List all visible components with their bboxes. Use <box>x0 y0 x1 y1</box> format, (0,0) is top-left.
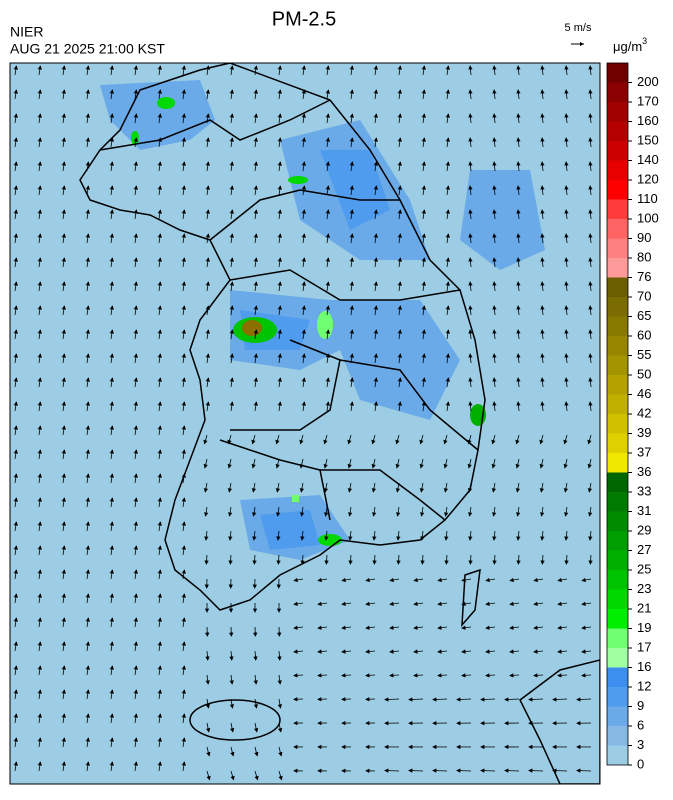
colorbar-label: 70 <box>637 288 651 303</box>
colorbar-segment <box>607 648 628 668</box>
colorbar-segment <box>607 629 628 649</box>
colorbar-segment <box>607 258 628 278</box>
colorbar-segment <box>607 707 628 727</box>
colorbar-segment <box>607 278 628 298</box>
colorbar-label: 140 <box>637 152 659 167</box>
colorbar-label: 0 <box>637 756 644 771</box>
colorbar-label: 60 <box>637 327 651 342</box>
colorbar-segment <box>607 609 628 629</box>
colorbar-label: 6 <box>637 717 644 732</box>
colorbar-label: 90 <box>637 230 651 245</box>
colorbar-label: 42 <box>637 405 651 420</box>
colorbar-segment <box>607 434 628 454</box>
colorbar-label: 50 <box>637 366 651 381</box>
colorbar-label: 3 <box>637 737 644 752</box>
colorbar-label: 65 <box>637 308 651 323</box>
colorbar-label: 27 <box>637 542 651 557</box>
colorbar-segment <box>607 414 628 434</box>
colorbar-label: 23 <box>637 581 651 596</box>
colorbar-segment <box>607 356 628 376</box>
colorbar-segment <box>607 551 628 571</box>
agency: NIER <box>10 24 43 40</box>
colorbar-label: 100 <box>637 210 659 225</box>
colorbar-label: 29 <box>637 522 651 537</box>
colorbar-segment <box>607 83 628 103</box>
colorbar: 0369121617192123252729313336373942465055… <box>607 63 659 771</box>
colorbar-segment <box>607 336 628 356</box>
map <box>10 63 600 784</box>
unit-label: μg/m3 <box>613 36 647 54</box>
colorbar-segment <box>607 317 628 337</box>
timestamp: AUG 21 2025 21:00 KST <box>10 41 165 57</box>
colorbar-label: 9 <box>637 698 644 713</box>
colorbar-segment <box>607 395 628 415</box>
colorbar-segment <box>607 473 628 493</box>
colorbar-segment <box>607 219 628 239</box>
map-title: PM-2.5 <box>272 8 336 30</box>
colorbar-label: 46 <box>637 386 651 401</box>
colorbar-segment <box>607 746 628 766</box>
wind-key-label: 5 m/s <box>565 22 592 34</box>
colorbar-segment <box>607 161 628 181</box>
colorbar-label: 150 <box>637 132 659 147</box>
wind-key-head <box>580 42 584 46</box>
colorbar-label: 200 <box>637 74 659 89</box>
colorbar-segment <box>607 200 628 220</box>
unit-sup: 3 <box>642 36 647 46</box>
colorbar-label: 39 <box>637 425 651 440</box>
colorbar-segment <box>607 687 628 707</box>
colorbar-segment <box>607 590 628 610</box>
colorbar-segment <box>607 668 628 688</box>
colorbar-label: 120 <box>637 171 659 186</box>
colorbar-label: 36 <box>637 464 651 479</box>
colorbar-segment <box>607 180 628 200</box>
colorbar-segment <box>607 63 628 83</box>
colorbar-label: 55 <box>637 347 651 362</box>
colorbar-label: 25 <box>637 561 651 576</box>
colorbar-segment <box>607 726 628 746</box>
colorbar-label: 37 <box>637 444 651 459</box>
colorbar-label: 76 <box>637 269 651 284</box>
colorbar-label: 80 <box>637 249 651 264</box>
colorbar-label: 21 <box>637 600 651 615</box>
colorbar-segment <box>607 531 628 551</box>
colorbar-label: 170 <box>637 93 659 108</box>
unit-base: μg/m <box>613 39 642 54</box>
colorbar-segment <box>607 512 628 532</box>
colorbar-segment <box>607 492 628 512</box>
colorbar-segment <box>607 141 628 161</box>
colorbar-label: 160 <box>637 113 659 128</box>
colorbar-label: 16 <box>637 659 651 674</box>
colorbar-segment <box>607 239 628 259</box>
colorbar-label: 33 <box>637 483 651 498</box>
colorbar-label: 12 <box>637 678 651 693</box>
colorbar-segment <box>607 122 628 142</box>
colorbar-segment <box>607 453 628 473</box>
colorbar-segment <box>607 102 628 122</box>
colorbar-segment <box>607 297 628 317</box>
colorbar-label: 31 <box>637 503 651 518</box>
colorbar-label: 110 <box>637 191 658 206</box>
colorbar-segment <box>607 375 628 395</box>
colorbar-segment <box>607 570 628 590</box>
colorbar-label: 17 <box>637 639 651 654</box>
colorbar-label: 19 <box>637 620 651 635</box>
